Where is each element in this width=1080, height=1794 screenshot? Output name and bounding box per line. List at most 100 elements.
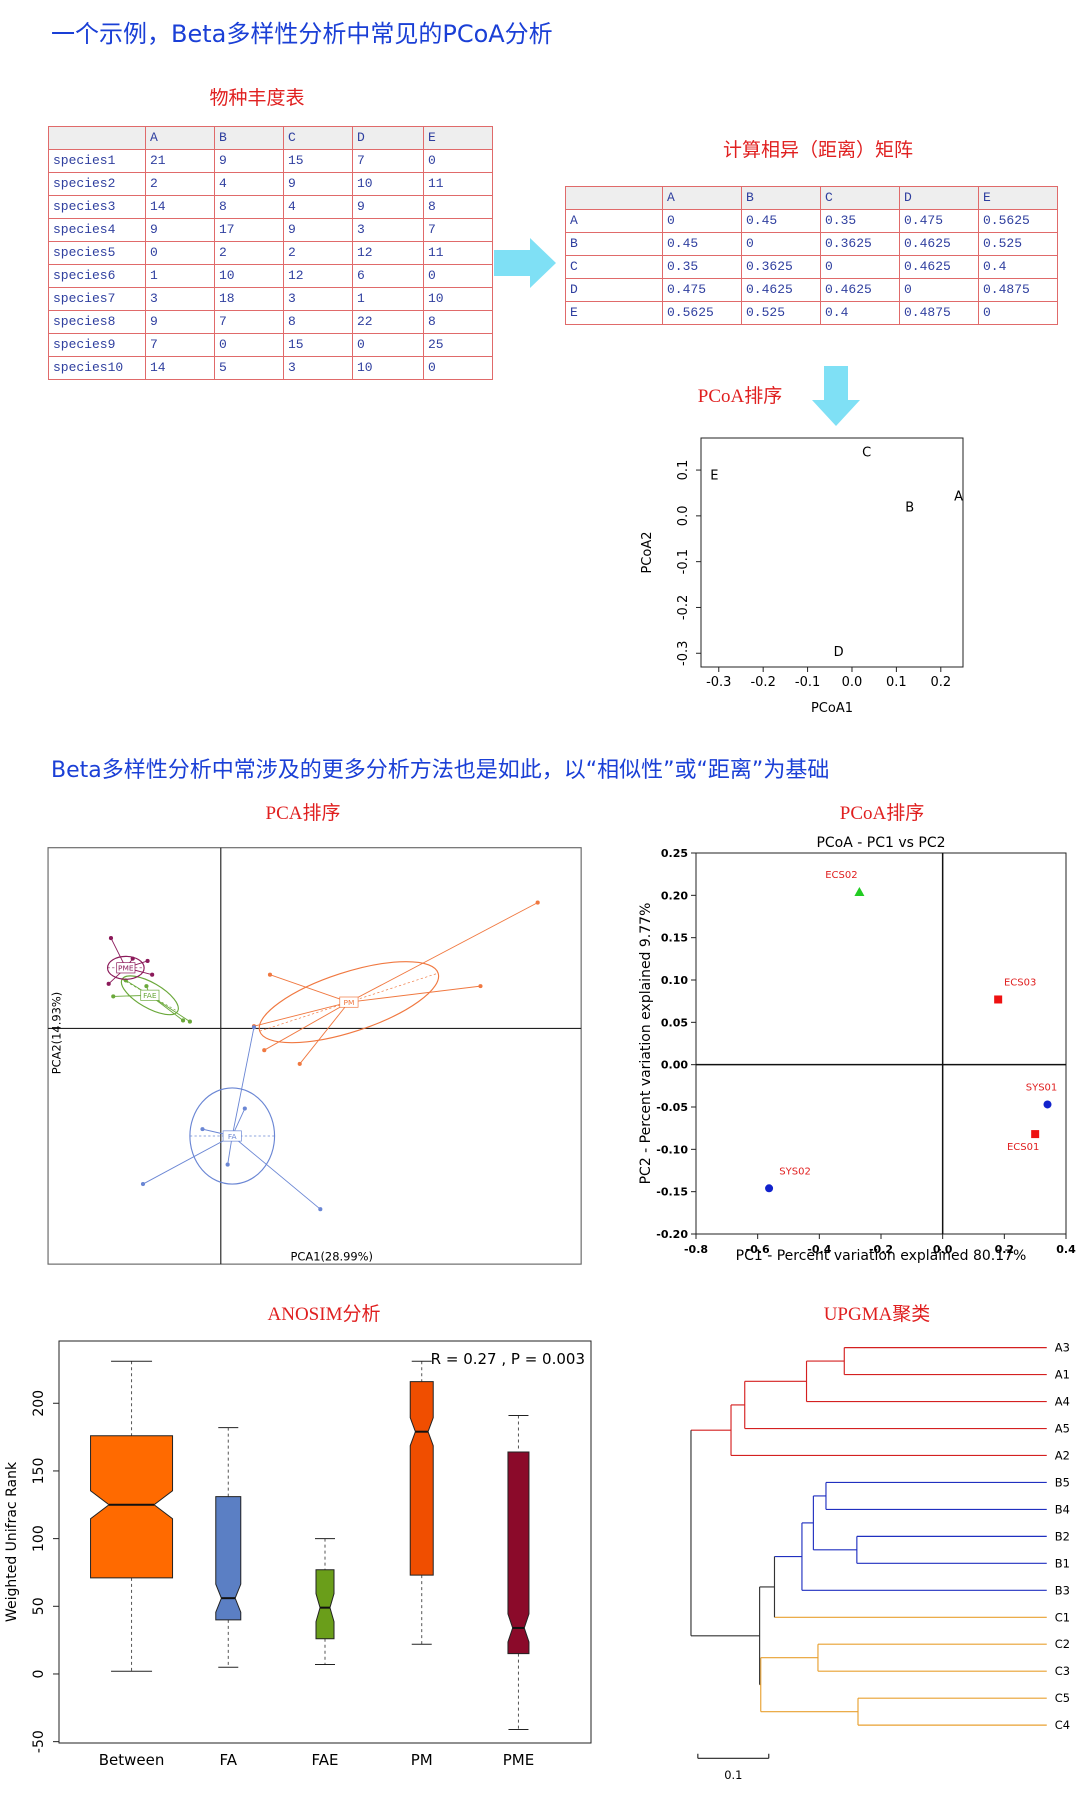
y-tick-label: 200 [31, 1390, 47, 1417]
cell: 3 [283, 356, 353, 380]
cell: 15 [283, 333, 353, 357]
corner-cell [48, 126, 146, 150]
point-label: E [710, 469, 718, 484]
sample-point [106, 981, 111, 986]
cell: 1 [352, 287, 424, 311]
row-header: B [565, 232, 663, 256]
cell: 0.4875 [978, 278, 1058, 302]
cell: 10 [214, 264, 284, 288]
column-header: A [145, 126, 215, 150]
cell: 21 [145, 149, 215, 173]
box [215, 1496, 242, 1621]
cell: 9 [283, 172, 353, 196]
point-label: SYS02 [779, 1166, 811, 1177]
column-header: A [662, 186, 742, 210]
sample-point [478, 984, 483, 989]
leaf-label: C5 [1055, 1691, 1070, 1705]
spider-line [253, 1001, 350, 1027]
cell: 9 [283, 218, 353, 242]
column-header: D [899, 186, 979, 210]
column-header: C [820, 186, 900, 210]
cell: 0.35 [820, 209, 900, 233]
cell: 4 [283, 195, 353, 219]
cell: 11 [423, 172, 493, 196]
spider-line [348, 985, 481, 1003]
cell: 11 [423, 241, 493, 265]
spider-line [231, 1027, 255, 1137]
cell: 0 [820, 255, 900, 279]
cell: 17 [214, 218, 284, 242]
box [90, 1435, 174, 1579]
point-label: A [954, 489, 963, 504]
cell: 9 [145, 218, 215, 242]
leaf-label: C3 [1055, 1664, 1070, 1678]
cell: 7 [145, 333, 215, 357]
y-tick-label: -0.20 [656, 1228, 688, 1241]
cell: 4 [214, 172, 284, 196]
annotation: R = 0.27 , P = 0.003 [431, 1350, 585, 1368]
cell: 12 [352, 241, 424, 265]
y-tick-label: 0.00 [661, 1059, 688, 1072]
column-header: B [741, 186, 821, 210]
group-label: FA [228, 1132, 238, 1141]
cell: 0.475 [899, 209, 979, 233]
cell: 3 [283, 287, 353, 311]
group-label: FAE [143, 991, 157, 1000]
point-label: ECS03 [1004, 977, 1036, 988]
section-title: PCoA排序 [698, 385, 782, 407]
y-tick-label: 0.25 [661, 847, 688, 860]
section-title: ANOSIM分析 [268, 1303, 381, 1325]
row-header: species5 [48, 241, 146, 265]
cell: 0.525 [741, 301, 821, 325]
leaf-label: B3 [1055, 1583, 1070, 1597]
x-tick-label: -0.8 [684, 1243, 708, 1256]
row-header: species7 [48, 287, 146, 311]
group-label: PM [343, 998, 354, 1007]
row-header: species1 [48, 149, 146, 173]
cell: 3 [352, 218, 424, 242]
sample-point [267, 972, 273, 977]
cell: 14 [145, 356, 215, 380]
x-tick-label: FA [220, 1751, 238, 1769]
cell: 0.4625 [741, 278, 821, 302]
point-label: ECS02 [825, 870, 857, 881]
cell: 0.4625 [899, 255, 979, 279]
table-row: C 0.35 0.3625 0 0.4625 0.4 [565, 255, 1058, 279]
cell: 2 [214, 241, 284, 265]
y-tick-label: -0.05 [656, 1101, 688, 1114]
section-title: PCA排序 [266, 802, 341, 824]
group-label-box [339, 996, 359, 1008]
cell: 0 [423, 264, 493, 288]
y-axis-label: PCA2(14.93%) [50, 992, 64, 1075]
cell: 0.4625 [820, 278, 900, 302]
row-header: species10 [48, 356, 146, 380]
spider-line [264, 1001, 350, 1051]
cell: 0 [214, 333, 284, 357]
cell: 9 [214, 149, 284, 173]
x-axis-label: PC1 - Percent variation explained 80.17% [736, 1248, 1027, 1264]
cell: 18 [214, 287, 284, 311]
group-label-box [222, 1130, 242, 1142]
x-tick-label: -0.4 [807, 1243, 831, 1256]
y-tick-label: 100 [31, 1525, 47, 1552]
cell: 0 [352, 333, 424, 357]
cell: 25 [423, 333, 493, 357]
page-title: 一个示例，Beta多样性分析中常见的PCoA分析 [51, 20, 553, 48]
cell: 0.4 [978, 255, 1058, 279]
cell: 0.5625 [978, 209, 1058, 233]
subheading: Beta多样性分析中常涉及的更多分析方法也是如此，以“相似性”或“距离”为基础 [51, 758, 829, 783]
cell: 7 [423, 218, 493, 242]
sample-point [535, 900, 540, 905]
table-row: species8 9 7 8 22 8 [48, 310, 493, 334]
arrow-right [494, 238, 556, 288]
cell: 0 [145, 241, 215, 265]
y-tick-label: 50 [31, 1597, 47, 1615]
leaf-label: A5 [1055, 1422, 1070, 1436]
table-row: A 0 0.45 0.35 0.475 0.5625 [565, 209, 1058, 233]
plot-frame [58, 1340, 592, 1744]
cell: 10 [423, 287, 493, 311]
cell: 0.4625 [899, 232, 979, 256]
row-header: E [565, 301, 663, 325]
y-tick-label: 0.05 [661, 1016, 688, 1029]
